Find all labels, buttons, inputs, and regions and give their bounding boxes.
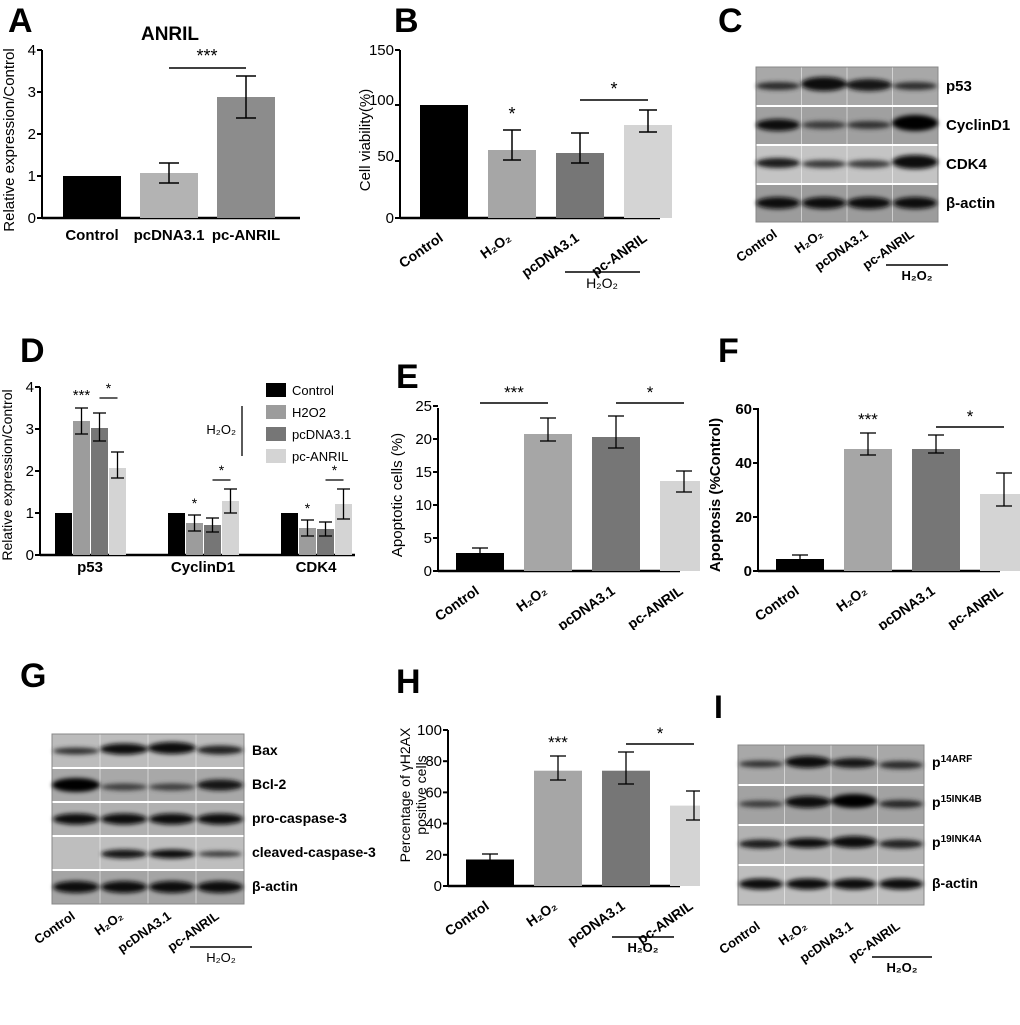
svg-text:0: 0: [26, 547, 34, 564]
svg-text:4: 4: [26, 379, 34, 396]
svg-text:Control: Control: [442, 897, 492, 939]
svg-text:Apoptosis (%Control): Apoptosis (%Control): [707, 418, 724, 572]
svg-text:*: *: [192, 495, 198, 511]
svg-text:pc-ANRIL: pc-ANRIL: [944, 582, 1006, 630]
svg-text:10: 10: [415, 497, 432, 514]
svg-text:3: 3: [26, 421, 34, 438]
svg-text:pc-ANRIL: pc-ANRIL: [212, 227, 280, 244]
svg-text:0: 0: [434, 878, 442, 895]
svg-text:3: 3: [28, 84, 36, 101]
svg-text:2: 2: [26, 463, 34, 480]
svg-text:H₂O₂: H₂O₂: [833, 582, 870, 614]
svg-text:β-actin: β-actin: [946, 195, 995, 212]
svg-text:*: *: [508, 104, 515, 124]
svg-text:p14ARF: p14ARF: [932, 754, 972, 770]
svg-text:*: *: [219, 462, 225, 478]
svg-text:5: 5: [424, 530, 432, 547]
svg-text:50: 50: [377, 148, 394, 165]
svg-text:20: 20: [735, 509, 752, 526]
svg-text:Cell viability(%): Cell viability(%): [357, 89, 374, 192]
svg-text:H₂O₂: H₂O₂: [627, 940, 658, 955]
svg-text:4: 4: [28, 42, 36, 59]
svg-text:H₂O₂: H₂O₂: [886, 960, 917, 975]
svg-text:H₂O₂: H₂O₂: [792, 226, 826, 256]
svg-text:β-actin: β-actin: [252, 878, 298, 894]
svg-text:pcDNA3.1: pcDNA3.1: [292, 427, 351, 442]
svg-text:20: 20: [425, 847, 442, 864]
svg-text:0: 0: [744, 563, 752, 580]
svg-text:Relative expression/Control: Relative expression/Control: [1, 48, 18, 231]
svg-text:CDK4: CDK4: [946, 156, 987, 173]
svg-text:H2O2: H2O2: [292, 405, 326, 420]
svg-text:pro-caspase-3: pro-caspase-3: [252, 810, 347, 826]
svg-text:0: 0: [386, 210, 394, 227]
svg-text:p15INK4B: p15INK4B: [932, 794, 982, 810]
svg-text:*: *: [967, 407, 974, 426]
svg-text:20: 20: [415, 431, 432, 448]
svg-text:pcDNA3.1: pcDNA3.1: [564, 897, 628, 948]
svg-text:CyclinD1: CyclinD1: [171, 559, 235, 576]
svg-text:Control: Control: [752, 582, 802, 624]
svg-text:Control: Control: [716, 918, 762, 957]
svg-text:Percentage of γH2AX: Percentage of γH2AX: [397, 727, 413, 862]
svg-text:ANRIL: ANRIL: [141, 24, 199, 45]
svg-text:pcDNA3.1: pcDNA3.1: [134, 227, 205, 244]
svg-text:*: *: [647, 383, 654, 402]
svg-text:1: 1: [26, 505, 34, 522]
svg-text:100: 100: [417, 722, 442, 739]
svg-text:40: 40: [735, 455, 752, 472]
svg-text:***: ***: [858, 410, 878, 429]
svg-text:pcDNA3.1: pcDNA3.1: [115, 908, 174, 956]
svg-text:Control: Control: [31, 908, 77, 947]
svg-text:H₂O₂: H₂O₂: [206, 422, 236, 437]
svg-text:Bax: Bax: [252, 742, 278, 758]
svg-text:1: 1: [28, 168, 36, 185]
svg-text:*: *: [332, 462, 338, 478]
svg-text:p53: p53: [946, 78, 972, 95]
svg-text:H₂O₂: H₂O₂: [586, 275, 618, 291]
svg-text:***: ***: [73, 387, 91, 404]
svg-text:H₂O₂: H₂O₂: [513, 582, 550, 614]
svg-text:***: ***: [196, 46, 217, 66]
svg-text:positive cells: positive cells: [413, 755, 429, 834]
svg-text:H₂O₂: H₂O₂: [92, 908, 126, 938]
svg-text:pc-ANRIL: pc-ANRIL: [292, 449, 348, 464]
svg-text:CDK4: CDK4: [296, 559, 337, 576]
svg-text:pcDNA3.1: pcDNA3.1: [554, 582, 618, 630]
svg-text:Control: Control: [65, 227, 118, 244]
svg-text:Control: Control: [432, 582, 482, 624]
svg-text:CyclinD1: CyclinD1: [946, 117, 1010, 134]
svg-text:25: 25: [415, 398, 432, 415]
svg-text:0: 0: [28, 210, 36, 227]
svg-text:Control: Control: [292, 383, 334, 398]
svg-text:Control: Control: [396, 229, 446, 271]
svg-text:2: 2: [28, 126, 36, 143]
svg-text:*: *: [657, 724, 664, 743]
svg-text:Relative expression/Control: Relative expression/Control: [0, 389, 15, 560]
svg-text:***: ***: [548, 733, 568, 752]
svg-text:H₂O₂: H₂O₂: [206, 950, 236, 965]
svg-text:***: ***: [504, 383, 524, 402]
svg-text:cleaved-caspase-3: cleaved-caspase-3: [252, 844, 376, 860]
svg-text:*: *: [106, 380, 112, 396]
svg-text:H₂O₂: H₂O₂: [523, 897, 560, 929]
svg-text:15: 15: [415, 464, 432, 481]
svg-text:*: *: [305, 500, 311, 516]
svg-text:150: 150: [369, 42, 394, 59]
svg-text:Bcl-2: Bcl-2: [252, 776, 286, 792]
svg-text:Apoptotic cells (%): Apoptotic cells (%): [389, 433, 406, 557]
svg-text:H₂O₂: H₂O₂: [477, 229, 514, 261]
svg-text:*: *: [610, 79, 617, 99]
svg-text:pc-ANRIL: pc-ANRIL: [624, 582, 686, 630]
svg-text:H₂O₂: H₂O₂: [776, 918, 810, 948]
svg-text:p19INK4A: p19INK4A: [932, 834, 982, 850]
svg-text:β-actin: β-actin: [932, 875, 978, 891]
svg-text:pcDNA3.1: pcDNA3.1: [874, 582, 938, 630]
svg-text:Control: Control: [733, 226, 779, 265]
svg-text:p53: p53: [77, 559, 103, 576]
svg-text:H₂O₂: H₂O₂: [901, 268, 932, 283]
svg-text:0: 0: [424, 563, 432, 580]
svg-text:60: 60: [735, 401, 752, 418]
